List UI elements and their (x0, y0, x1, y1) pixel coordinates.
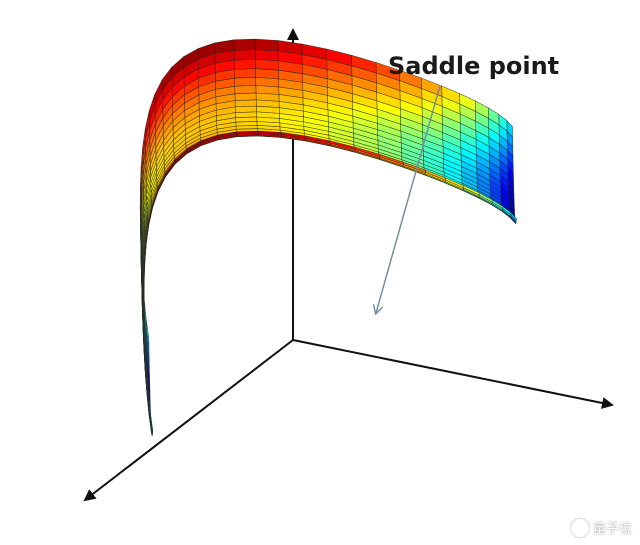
x-axis (292, 339, 614, 409)
surface-facet (234, 105, 257, 113)
watermark: 量子位 (570, 518, 632, 537)
surface-facet (149, 412, 154, 434)
surface-facet (233, 49, 256, 61)
surface-facet (254, 38, 279, 52)
surface-facet (234, 77, 257, 87)
surface-facet (233, 38, 256, 51)
saddle-surface-mesh (139, 38, 517, 437)
surface-facet (234, 68, 256, 79)
surface-facet (237, 130, 260, 135)
surface-facet (235, 111, 257, 118)
surface-facet (234, 99, 257, 108)
surface-facet (255, 59, 279, 71)
surface-facet (254, 49, 279, 62)
surface-facet (233, 59, 256, 70)
saddle-point-pointer (376, 85, 441, 313)
saddle-point-label: Saddle point (388, 52, 560, 80)
surface-facet (234, 92, 257, 101)
surface-facet (234, 85, 257, 95)
watermark-text: 量子位 (592, 522, 632, 537)
brand-logo-icon (570, 518, 589, 537)
y-axis (83, 339, 294, 502)
